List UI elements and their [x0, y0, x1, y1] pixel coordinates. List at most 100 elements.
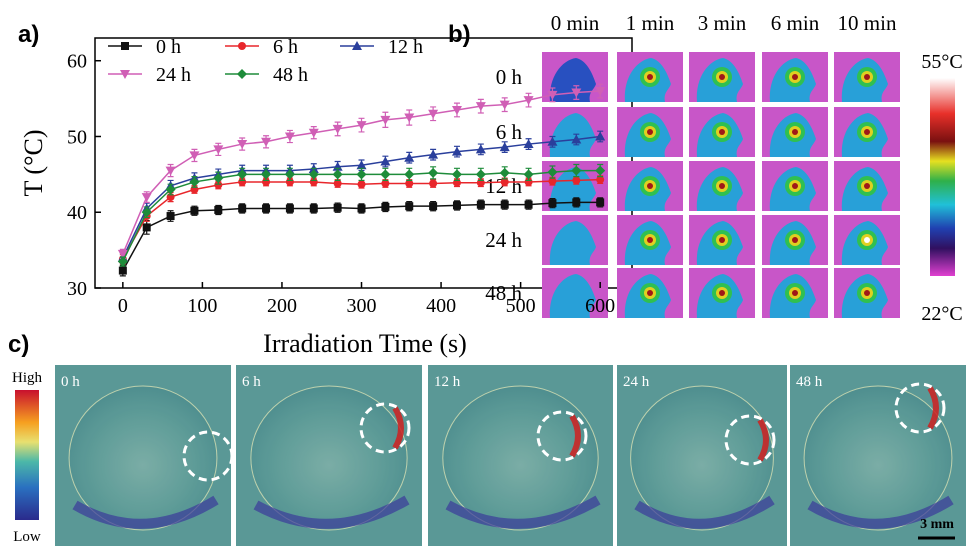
- marker: [165, 166, 176, 176]
- marker: [548, 199, 557, 208]
- image-label: 0 h: [61, 374, 80, 390]
- row-label: 48 h: [485, 281, 522, 305]
- tumor-region: [630, 385, 774, 531]
- signal-hot: [392, 406, 404, 450]
- hot-spot: [792, 290, 798, 296]
- colorbar-low: Low: [13, 529, 41, 545]
- marker: [475, 144, 486, 154]
- y-tick-label: 60: [67, 51, 87, 73]
- marker: [380, 169, 391, 180]
- marker: [380, 115, 391, 125]
- signal-hot: [569, 414, 581, 458]
- y-tick-label: 50: [67, 126, 87, 148]
- marker: [189, 151, 200, 161]
- signal-band: [445, 495, 601, 529]
- x-tick-label: 200: [267, 295, 297, 317]
- hot-spot: [647, 290, 653, 296]
- marker: [595, 87, 606, 97]
- x-tick-label: 300: [347, 295, 377, 317]
- marker: [189, 176, 200, 187]
- marker: [596, 175, 605, 184]
- x-tick-label: 100: [187, 295, 217, 317]
- row-label: 24 h: [485, 228, 522, 252]
- marker: [523, 96, 534, 106]
- tumor-region: [68, 385, 218, 531]
- marker: [213, 145, 224, 155]
- hot-spot: [719, 129, 725, 135]
- marker: [118, 266, 127, 275]
- hot-spot: [719, 290, 725, 296]
- marker: [476, 200, 485, 209]
- column-header: 10 min: [838, 11, 897, 35]
- marker: [261, 137, 272, 147]
- legend-marker: [121, 42, 129, 50]
- marker: [499, 142, 510, 152]
- hot-spot: [792, 129, 798, 135]
- hot-spot: [864, 183, 870, 189]
- signal-hot: [757, 418, 769, 462]
- marker: [428, 149, 439, 159]
- mouse-body: [549, 58, 596, 102]
- marker: [165, 184, 176, 195]
- colorbar: [930, 78, 955, 276]
- hot-spot: [864, 290, 870, 296]
- legend-label: 24 h: [156, 64, 191, 86]
- signal-hot: [927, 386, 939, 430]
- hot-spot: [647, 237, 653, 243]
- marker: [547, 90, 558, 100]
- marker: [142, 223, 151, 232]
- marker: [571, 88, 582, 98]
- tumor-outline: [894, 382, 946, 434]
- marker: [309, 204, 318, 213]
- mouse-body: [549, 167, 596, 211]
- hot-spot: [719, 183, 725, 189]
- tumor-outline: [536, 410, 588, 462]
- x-tick-label: 500: [506, 295, 536, 317]
- marker: [284, 132, 295, 142]
- marker: [237, 169, 248, 180]
- column-header: 3 min: [698, 11, 747, 35]
- column-header: 6 min: [771, 11, 820, 35]
- marker: [595, 165, 606, 176]
- marker: [381, 179, 390, 188]
- marker: [117, 249, 128, 259]
- legend-label: 0 h: [156, 36, 181, 58]
- x-axis-label: Irradiation Time (s): [263, 329, 467, 358]
- image-label: 48 h: [796, 374, 823, 390]
- marker: [499, 100, 510, 110]
- column-header: 0 min: [551, 11, 600, 35]
- tumor-outline: [724, 414, 776, 466]
- hot-spot: [647, 74, 653, 80]
- marker: [405, 202, 414, 211]
- marker: [237, 140, 248, 150]
- marker: [214, 205, 223, 214]
- marker: [451, 105, 462, 115]
- marker: [548, 177, 557, 186]
- mouse-body: [549, 113, 596, 157]
- marker: [547, 167, 558, 178]
- row-label: 6 h: [496, 120, 523, 144]
- marker: [523, 169, 534, 180]
- legend-label: 48 h: [273, 64, 308, 86]
- marker: [332, 169, 343, 180]
- marker: [405, 179, 414, 188]
- image-label: 24 h: [623, 374, 650, 390]
- image-label: 12 h: [434, 374, 461, 390]
- mouse-body: [549, 221, 596, 265]
- marker: [475, 102, 486, 112]
- marker: [475, 169, 486, 180]
- marker: [166, 212, 175, 221]
- marker: [141, 207, 152, 218]
- marker: [284, 169, 295, 180]
- marker: [523, 139, 534, 149]
- marker: [356, 160, 367, 170]
- hot-spot: [719, 237, 725, 243]
- marker: [429, 179, 438, 188]
- tumor-region: [803, 385, 953, 531]
- y-axis-label: T (°C): [19, 130, 48, 197]
- marker: [451, 146, 462, 156]
- marker: [428, 109, 439, 119]
- scale-bar-label: 3 mm: [920, 517, 954, 532]
- marker: [308, 128, 319, 138]
- marker: [595, 131, 606, 141]
